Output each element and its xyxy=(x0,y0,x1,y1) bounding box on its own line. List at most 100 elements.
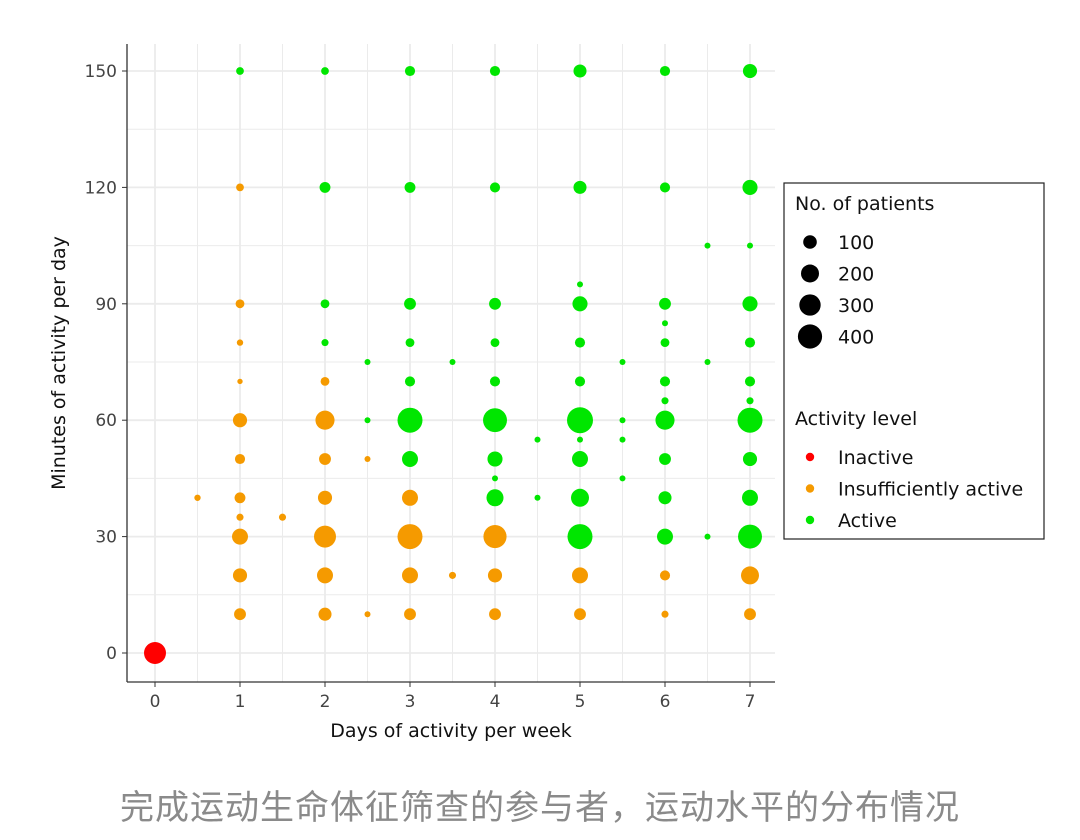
data-point xyxy=(364,417,371,424)
data-point xyxy=(655,410,675,430)
figure-caption: 完成运动生命体征筛查的参与者，运动水平的分布情况 xyxy=(120,788,960,828)
data-point xyxy=(742,179,758,195)
data-point xyxy=(661,397,669,405)
data-point xyxy=(659,297,671,310)
data-point xyxy=(577,281,583,288)
x-tick-label: 0 xyxy=(150,692,161,712)
data-point xyxy=(486,489,504,507)
x-tick-label: 2 xyxy=(320,692,331,712)
data-point xyxy=(572,567,588,584)
data-point xyxy=(567,407,593,434)
data-point xyxy=(741,566,759,585)
data-point xyxy=(232,413,248,428)
data-point xyxy=(659,376,671,387)
data-point xyxy=(404,65,416,77)
x-tick-label: 7 xyxy=(745,692,756,712)
data-point xyxy=(317,567,333,584)
data-point xyxy=(232,528,248,545)
data-point xyxy=(619,475,626,482)
y-tick-label: 60 xyxy=(95,411,117,431)
data-point xyxy=(397,524,423,550)
data-point xyxy=(404,181,416,193)
legend-color-title: Activity level xyxy=(795,408,917,430)
legend-color-marker xyxy=(805,484,815,493)
data-point xyxy=(236,513,244,521)
axes: 0 1 2 3 4 5 6 7 0 30 60 90 120 150 xyxy=(85,44,775,712)
x-tick-label: 6 xyxy=(660,692,671,712)
data-point xyxy=(489,376,501,387)
data-point xyxy=(489,297,501,310)
data-point xyxy=(232,568,248,583)
data-point xyxy=(402,451,418,467)
legend-size-label: 400 xyxy=(838,327,874,349)
data-point xyxy=(572,296,588,312)
data-point xyxy=(236,339,244,346)
legend-color-label: Active xyxy=(838,510,897,532)
data-point xyxy=(737,407,763,433)
data-point xyxy=(659,182,671,193)
data-point xyxy=(404,608,416,621)
data-point xyxy=(490,338,500,348)
data-point xyxy=(662,320,668,327)
data-point xyxy=(658,491,672,505)
legend-box xyxy=(783,182,1045,540)
data-point xyxy=(321,67,329,75)
data-point xyxy=(315,410,335,430)
data-point xyxy=(492,475,498,482)
data-point xyxy=(747,242,753,249)
legend-color-marker xyxy=(805,515,815,525)
data-point xyxy=(402,489,418,506)
data-point xyxy=(704,533,711,540)
data-point xyxy=(619,436,626,443)
data-point xyxy=(448,571,457,579)
legend-size-marker xyxy=(801,264,819,283)
data-point xyxy=(489,65,501,77)
data-point xyxy=(404,376,416,387)
data-point xyxy=(320,376,330,386)
data-point xyxy=(483,408,507,433)
data-point xyxy=(364,359,371,365)
data-point xyxy=(234,608,246,621)
data-point xyxy=(659,453,671,465)
data-point xyxy=(236,67,244,75)
data-point xyxy=(278,513,287,521)
data-point xyxy=(404,297,416,310)
data-point xyxy=(405,338,415,348)
legend-size-title: No. of patients xyxy=(795,193,934,215)
data-point xyxy=(744,337,756,348)
legend: No. of patients Activity level 100 200 300… xyxy=(783,182,1045,540)
data-point xyxy=(364,456,371,462)
y-tick-label: 90 xyxy=(95,295,117,315)
data-point xyxy=(235,299,245,309)
data-point xyxy=(487,451,503,467)
y-tick-label: 120 xyxy=(85,178,117,198)
data-points xyxy=(144,63,763,664)
data-point xyxy=(572,451,588,467)
data-point xyxy=(574,608,586,621)
data-point xyxy=(660,338,670,348)
x-tick-label: 3 xyxy=(405,692,416,712)
data-point xyxy=(573,64,587,78)
data-point xyxy=(234,492,246,504)
data-point xyxy=(704,242,711,249)
data-point xyxy=(746,397,754,405)
data-point xyxy=(237,378,243,385)
data-point xyxy=(567,524,593,550)
data-point xyxy=(659,570,671,581)
legend-color-label: Insufficiently active xyxy=(838,479,1023,501)
data-point xyxy=(534,494,541,501)
legend-size-marker xyxy=(797,324,823,349)
data-point xyxy=(744,376,756,387)
data-point xyxy=(577,436,583,443)
data-point xyxy=(534,436,541,443)
data-point xyxy=(319,181,331,193)
legend-size-label: 200 xyxy=(838,264,874,286)
data-point xyxy=(574,376,586,387)
data-point xyxy=(661,610,669,618)
data-point xyxy=(234,453,246,465)
data-point xyxy=(489,182,501,193)
y-tick-label: 150 xyxy=(85,62,117,82)
data-point xyxy=(314,525,336,548)
y-tick-label: 0 xyxy=(106,644,117,664)
data-point xyxy=(319,453,331,465)
